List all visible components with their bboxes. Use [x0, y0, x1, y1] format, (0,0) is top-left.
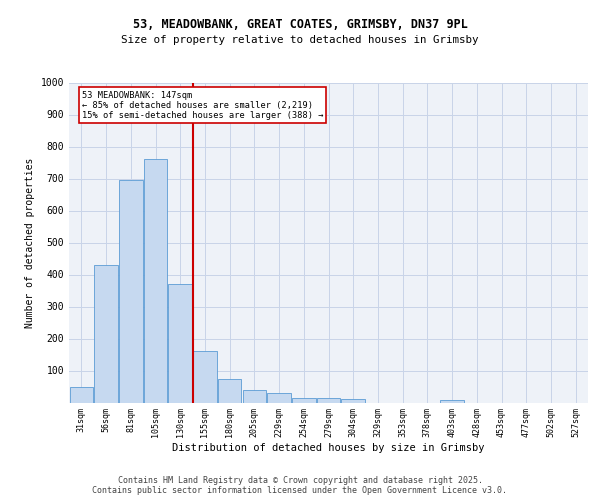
Bar: [218, 378, 241, 402]
Bar: [292, 398, 316, 402]
Bar: [144, 160, 167, 402]
X-axis label: Distribution of detached houses by size in Grimsby: Distribution of detached houses by size …: [172, 443, 485, 453]
Bar: [169, 284, 192, 403]
Bar: [341, 400, 365, 402]
Bar: [268, 393, 291, 402]
Bar: [440, 400, 464, 402]
Bar: [242, 390, 266, 402]
Y-axis label: Number of detached properties: Number of detached properties: [25, 158, 35, 328]
Text: Size of property relative to detached houses in Grimsby: Size of property relative to detached ho…: [121, 35, 479, 45]
Bar: [193, 352, 217, 403]
Bar: [317, 398, 340, 402]
Text: 53 MEADOWBANK: 147sqm
← 85% of detached houses are smaller (2,219)
15% of semi-d: 53 MEADOWBANK: 147sqm ← 85% of detached …: [82, 90, 323, 120]
Text: Contains HM Land Registry data © Crown copyright and database right 2025.
Contai: Contains HM Land Registry data © Crown c…: [92, 476, 508, 495]
Bar: [119, 180, 143, 402]
Bar: [94, 265, 118, 402]
Bar: [70, 386, 93, 402]
Text: 53, MEADOWBANK, GREAT COATES, GRIMSBY, DN37 9PL: 53, MEADOWBANK, GREAT COATES, GRIMSBY, D…: [133, 18, 467, 30]
